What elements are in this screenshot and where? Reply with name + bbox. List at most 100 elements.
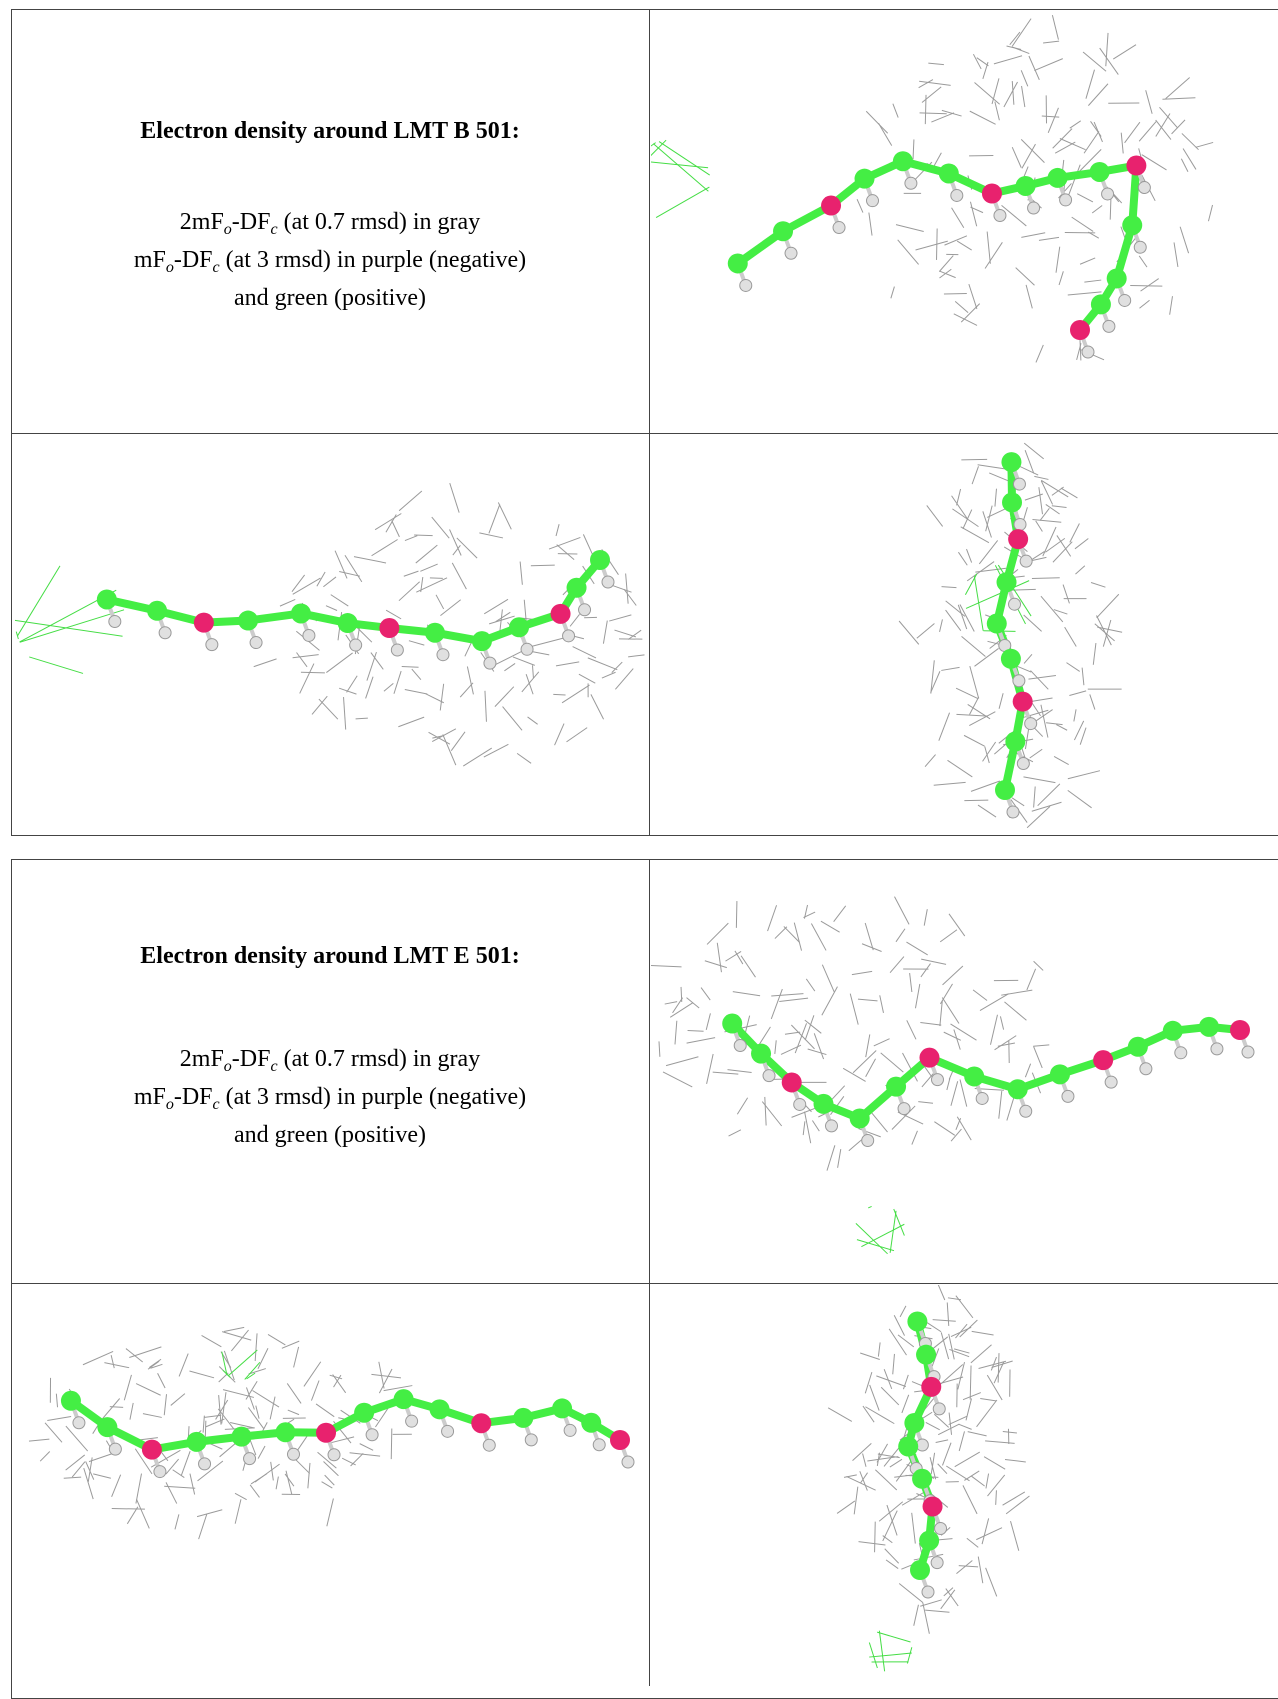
density-mesh bbox=[893, 1354, 895, 1374]
density-mesh bbox=[375, 514, 401, 530]
density-mesh bbox=[1027, 969, 1036, 990]
hydrogen bbox=[951, 189, 963, 201]
hydrogen bbox=[303, 629, 315, 641]
density-mesh bbox=[164, 1394, 166, 1415]
density-mesh bbox=[197, 1510, 222, 1517]
density-mesh bbox=[705, 961, 727, 968]
hydrogen bbox=[1028, 202, 1040, 214]
carbon bbox=[1048, 168, 1068, 188]
density-mesh bbox=[949, 1416, 967, 1424]
carbon bbox=[97, 589, 117, 609]
positive-density bbox=[877, 1632, 910, 1642]
density-mesh bbox=[1041, 596, 1063, 622]
density-mesh bbox=[971, 1345, 992, 1363]
density-mesh bbox=[877, 1444, 888, 1463]
carbon bbox=[751, 1044, 771, 1064]
positive-density bbox=[974, 576, 983, 631]
density-mesh bbox=[934, 782, 966, 785]
density-mesh bbox=[479, 533, 503, 538]
density-mesh bbox=[249, 1369, 266, 1374]
hydrogen bbox=[442, 1425, 454, 1437]
hydrogen bbox=[916, 1439, 928, 1451]
density-mesh bbox=[869, 213, 872, 236]
density-mesh bbox=[588, 658, 617, 670]
density-mesh bbox=[726, 951, 742, 961]
density-mesh bbox=[970, 697, 979, 715]
density-mesh bbox=[1139, 122, 1156, 142]
hydrogen bbox=[73, 1417, 85, 1429]
density-mesh bbox=[971, 1476, 984, 1486]
density-mesh bbox=[126, 1349, 143, 1362]
density-mesh bbox=[828, 1408, 852, 1422]
density-mesh bbox=[952, 208, 964, 228]
carbon bbox=[338, 613, 358, 633]
density-mesh bbox=[319, 699, 338, 719]
density-mesh bbox=[1067, 663, 1080, 672]
density-mesh bbox=[707, 1054, 714, 1084]
density-mesh bbox=[555, 724, 564, 746]
carbon bbox=[916, 1345, 936, 1365]
density-mesh bbox=[889, 1329, 906, 1355]
carbon bbox=[1091, 294, 1111, 314]
density-mesh bbox=[948, 760, 973, 777]
density-mesh bbox=[111, 1355, 114, 1368]
density-mesh bbox=[175, 1514, 179, 1529]
density-mesh bbox=[1046, 723, 1062, 725]
density-mesh bbox=[416, 545, 438, 563]
density-mesh bbox=[612, 662, 622, 673]
density-mesh bbox=[921, 959, 946, 964]
density-mesh bbox=[308, 1463, 310, 1488]
density-mesh bbox=[959, 1566, 978, 1567]
density-mesh bbox=[190, 1474, 195, 1495]
density-mesh bbox=[946, 1466, 969, 1481]
density-mesh bbox=[942, 997, 959, 1023]
density-mesh bbox=[1021, 139, 1044, 162]
density-mesh bbox=[996, 1490, 997, 1505]
carbon bbox=[238, 611, 258, 631]
density-mesh bbox=[1024, 615, 1042, 631]
density-mesh bbox=[399, 491, 422, 511]
density-mesh bbox=[978, 805, 996, 817]
density-mesh bbox=[949, 914, 965, 936]
density-mesh bbox=[513, 657, 535, 665]
hydrogen bbox=[1138, 182, 1150, 194]
density-mesh bbox=[651, 625, 676, 640]
density-mesh bbox=[849, 1139, 863, 1151]
density-mesh bbox=[356, 718, 368, 719]
density-mesh bbox=[520, 562, 522, 585]
density-mesh bbox=[130, 1403, 133, 1420]
density-mesh bbox=[562, 685, 589, 703]
hydrogen bbox=[288, 1448, 300, 1460]
density-mesh bbox=[687, 1038, 716, 1044]
density-mesh bbox=[1012, 81, 1014, 105]
density-mesh bbox=[235, 1499, 241, 1523]
density-mesh bbox=[928, 63, 944, 64]
density-mesh bbox=[954, 314, 977, 326]
density-mesh bbox=[1083, 52, 1106, 71]
density-mesh bbox=[1162, 98, 1195, 100]
density-mesh bbox=[517, 753, 531, 763]
density-mesh bbox=[276, 1477, 278, 1490]
density-mesh bbox=[440, 684, 443, 711]
density-mesh bbox=[432, 729, 456, 742]
density-mesh bbox=[974, 648, 998, 666]
density-mesh bbox=[485, 691, 486, 722]
carbon bbox=[898, 1437, 918, 1457]
density-mesh bbox=[457, 538, 477, 558]
carbon bbox=[97, 1417, 117, 1437]
positive-density bbox=[907, 1647, 911, 1663]
density-mesh bbox=[973, 54, 981, 69]
density-mesh bbox=[553, 694, 565, 695]
molecule-image bbox=[630, 15, 1213, 362]
density-mesh bbox=[409, 641, 424, 645]
density-mesh bbox=[1036, 521, 1043, 532]
density-mesh bbox=[970, 1365, 971, 1399]
density-mesh bbox=[1139, 300, 1149, 308]
oxygen bbox=[1013, 692, 1033, 712]
density-mesh bbox=[56, 1394, 57, 1408]
density-mesh bbox=[1174, 242, 1178, 266]
density-mesh bbox=[964, 1471, 979, 1481]
density-mesh bbox=[995, 489, 997, 507]
density-mesh bbox=[805, 1015, 814, 1040]
density-mesh bbox=[1069, 691, 1086, 696]
